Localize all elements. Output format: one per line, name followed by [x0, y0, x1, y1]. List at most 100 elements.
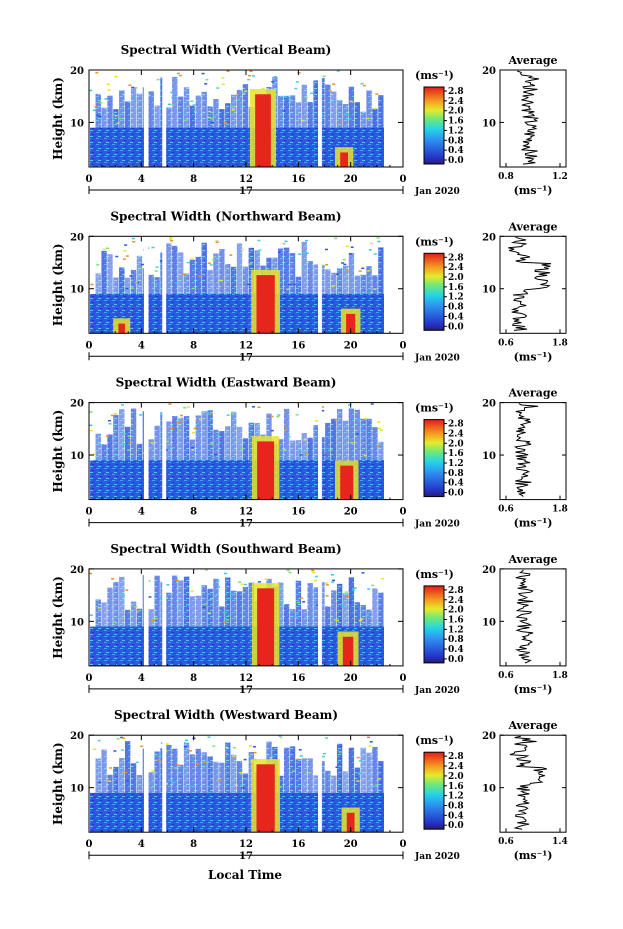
average-x-tick-label: 1.8 [552, 671, 568, 681]
x-tick-label: 20 [344, 174, 358, 185]
colorbar-tick-label: 0.0 [448, 489, 464, 499]
heatmap [89, 403, 403, 500]
x-tick-label: 12 [239, 673, 253, 684]
day-label: 17 [239, 519, 253, 530]
colorbar [423, 419, 445, 498]
x-tick-label: 16 [291, 673, 305, 684]
colorbar-tick-label: 0.4 [448, 645, 464, 655]
colorbar-tick-label: 2.0 [448, 273, 464, 283]
average-title: Average [507, 719, 557, 732]
colorbar-tick-label: 0.8 [448, 469, 464, 479]
average-x-tick-label: 1.2 [552, 172, 568, 182]
colorbar-tick-label: 2.8 [448, 420, 464, 430]
colorbar-unit: (ms⁻¹) [415, 69, 454, 82]
x-tick-label: 16 [291, 340, 305, 351]
colorbar-tick-label: 0.8 [448, 303, 464, 313]
x-tick-label: 4 [138, 174, 145, 185]
date-label: Jan 2020 [414, 187, 460, 197]
y-tick-label: 10 [70, 451, 84, 462]
x-tick-label: 20 [344, 839, 358, 850]
colorbar-tick-label: 0.0 [448, 322, 464, 332]
x-tick-label: 4 [138, 673, 145, 684]
panel-3: Spectral Width (Eastward Beam) 0 4 8 12 16 20 0… [51, 376, 568, 530]
colorbar-tick-label: 1.6 [448, 782, 464, 792]
x-tick-label: 0 [400, 340, 407, 351]
average-y-tick-label: 20 [482, 232, 496, 243]
average-y-tick-label: 20 [482, 399, 496, 410]
x-tick-label: 20 [344, 507, 358, 518]
colorbar-unit: (ms⁻¹) [415, 568, 454, 581]
colorbar-tick-label: 0.8 [448, 801, 464, 811]
x-tick-label: 8 [190, 174, 197, 185]
average-unit: (ms⁻¹) [514, 849, 553, 862]
colorbar-tick-label: 2.8 [448, 87, 464, 97]
x-tick-label: 12 [239, 340, 253, 351]
x-tick-label: 20 [344, 340, 358, 351]
average-title: Average [507, 387, 557, 400]
y-tick-label: 10 [70, 285, 84, 296]
y-axis-label: Height (km) [51, 77, 65, 160]
average-unit: (ms⁻¹) [514, 350, 553, 363]
panel-5: Spectral Width (Westward Beam) 0 4 8 12 16 20 0… [51, 708, 568, 862]
colorbar-tick-label: 2.4 [448, 429, 464, 439]
x-tick-label: 0 [86, 174, 93, 185]
colorbar-tick-label: 1.6 [448, 615, 464, 625]
heatmap [90, 236, 403, 334]
panel-title: Spectral Width (Eastward Beam) [116, 376, 337, 390]
average-x-tick-label: 0.8 [498, 172, 514, 182]
panel-title: Spectral Width (Southward Beam) [110, 542, 341, 556]
colorbar-tick-label: 1.6 [448, 283, 464, 293]
colorbar-tick-label: 2.0 [448, 772, 464, 782]
colorbar-tick-label: 1.2 [448, 792, 464, 802]
y-axis-label: Height (km) [51, 243, 65, 326]
colorbar-tick-label: 1.2 [448, 625, 464, 635]
y-axis-label: Height (km) [51, 576, 65, 659]
colorbar-tick-label: 0.4 [448, 811, 464, 821]
colorbar-tick-label: 2.8 [448, 752, 464, 762]
heatmap [89, 568, 403, 666]
panel-title: Spectral Width (Northward Beam) [110, 209, 341, 223]
average-profile-line [517, 70, 540, 165]
colorbar-tick-label: 0.0 [448, 156, 464, 166]
panel-1: Spectral Width (Vertical Beam) 0 4 8 12 16 20 0… [51, 43, 568, 197]
average-y-tick-label: 20 [482, 66, 496, 77]
average-x-tick-label: 0.6 [498, 837, 514, 847]
y-tick-label: 10 [70, 617, 84, 628]
x-tick-label: 12 [239, 507, 253, 518]
y-tick-label: 20 [70, 66, 84, 77]
x-tick-label: 16 [291, 839, 305, 850]
colorbar-tick-label: 2.8 [448, 253, 464, 263]
day-label: 17 [239, 186, 253, 197]
average-unit: (ms⁻¹) [514, 517, 553, 530]
y-axis-label: Height (km) [51, 410, 65, 493]
average-title: Average [507, 220, 557, 233]
x-tick-label: 0 [400, 839, 407, 850]
colorbar-tick-label: 0.4 [448, 479, 464, 489]
colorbar-tick-label: 2.0 [448, 439, 464, 449]
average-profile-line [508, 236, 552, 331]
x-tick-label: 8 [190, 839, 197, 850]
colorbar-tick-label: 0.8 [448, 635, 464, 645]
x-tick-label: 4 [138, 340, 145, 351]
x-tick-label: 16 [291, 174, 305, 185]
date-label: Jan 2020 [414, 520, 460, 530]
x-tick-label: 8 [190, 673, 197, 684]
y-tick-label: 10 [70, 784, 84, 795]
x-tick-label: 16 [291, 507, 305, 518]
average-unit: (ms⁻¹) [514, 683, 553, 696]
average-title: Average [507, 54, 557, 67]
colorbar-tick-label: 0.8 [448, 136, 464, 146]
average-x-tick-label: 1.8 [552, 338, 568, 348]
panel-title: Spectral Width (Westward Beam) [114, 708, 338, 722]
average-y-tick-label: 10 [482, 784, 496, 795]
colorbar [423, 751, 445, 830]
colorbar-tick-label: 2.4 [448, 762, 464, 772]
colorbar [423, 86, 445, 165]
x-tick-label: 0 [86, 673, 93, 684]
average-y-tick-label: 10 [482, 451, 496, 462]
colorbar [423, 252, 445, 331]
average-profile-line [513, 403, 539, 497]
y-tick-label: 20 [70, 565, 84, 576]
average-title: Average [507, 553, 557, 566]
